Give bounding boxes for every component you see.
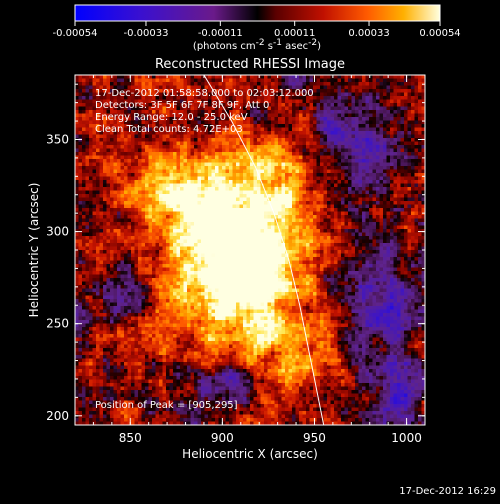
footer-timestamp: 17-Dec-2012 16:29 — [399, 486, 496, 497]
annotation-energy-range: Energy Range: 12.0 - 25.0 keV — [95, 112, 248, 123]
colorbar-tick-label: -0.00011 — [198, 28, 243, 39]
y-tick-label: 300 — [46, 225, 69, 239]
annotation-time-range: 17-Dec-2012 01:58:58.000 to 02:03:12.000 — [95, 88, 314, 99]
y-tick-label: 200 — [46, 409, 69, 423]
colorbar — [75, 5, 440, 21]
y-tick-label: 350 — [46, 132, 69, 146]
y-axis-label: Heliocentric Y (arcsec) — [27, 183, 41, 318]
colorbar-tick-label: -0.00033 — [123, 28, 168, 39]
x-tick-label: 850 — [119, 431, 142, 445]
annotation-total-counts: Clean Total counts: 4.72E+03 — [95, 124, 243, 135]
x-tick-label: 900 — [211, 431, 234, 445]
y-tick-label: 250 — [46, 317, 69, 331]
chart-title: Reconstructed RHESSI Image — [155, 57, 345, 72]
colorbar-tick-label: 0.00033 — [348, 28, 389, 39]
colorbar-units: (photons cm-2 s-1 asec-2) — [193, 38, 321, 52]
x-axis-label: Heliocentric X (arcsec) — [182, 447, 318, 461]
colorbar-tick-label: 0.00054 — [419, 28, 460, 39]
colorbar-tick-label: -0.00054 — [53, 28, 98, 39]
annotation-detectors: Detectors: 3F 5F 6F 7F 8F 9F, Att 0 — [95, 100, 269, 111]
x-tick-label: 1000 — [391, 431, 422, 445]
peak-position-label: Position of Peak = [905,295] — [95, 400, 238, 411]
x-tick-label: 950 — [303, 431, 326, 445]
